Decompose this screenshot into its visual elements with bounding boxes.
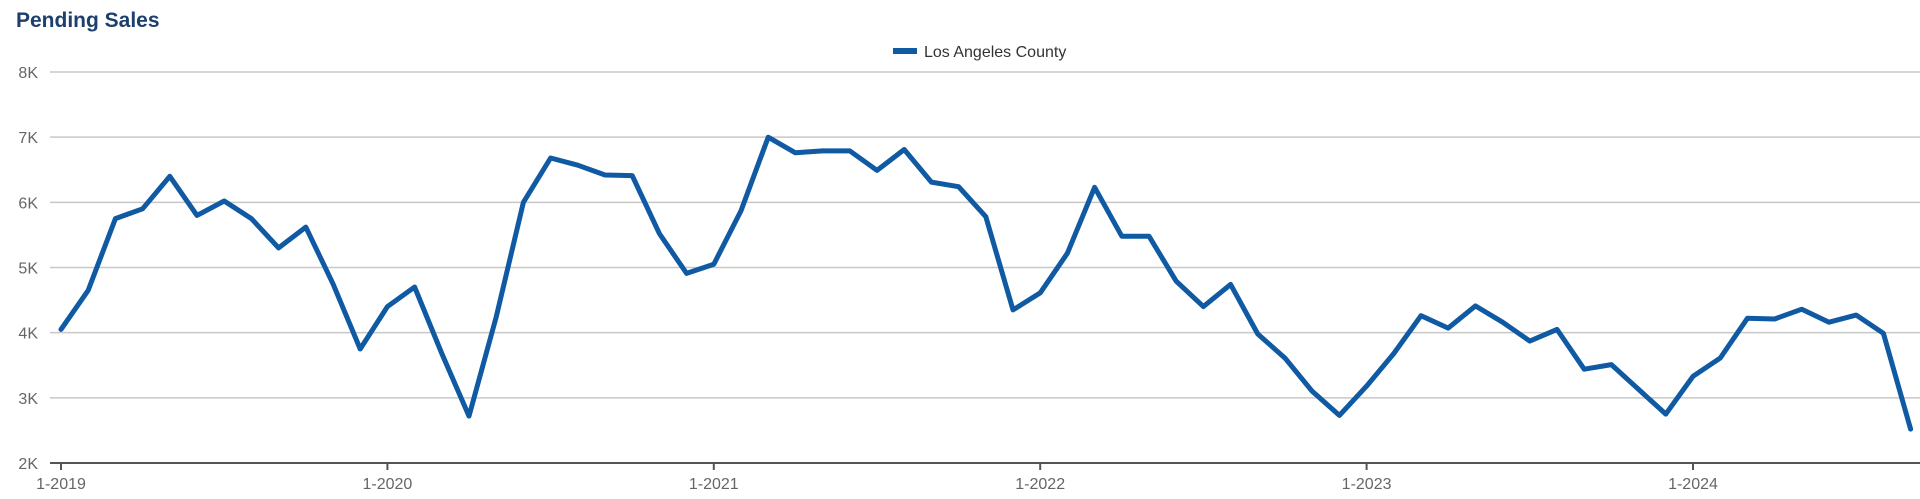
x-axis: 1-2019 1-2020 1-2021 1-2022 1-2023 1-2024 <box>36 462 1920 493</box>
x-tick-label: 1-2019 <box>36 476 86 493</box>
y-tick-label: 3K <box>18 391 38 408</box>
x-tick-label: 1-2021 <box>689 476 739 493</box>
legend-swatch <box>893 48 917 54</box>
y-axis-tick-labels: 2K 3K 4K 5K 6K 7K 8K <box>18 65 38 473</box>
y-tick-label: 6K <box>18 195 38 212</box>
y-tick-label: 4K <box>18 326 38 343</box>
y-tick-label: 7K <box>18 130 38 147</box>
legend-label: Los Angeles County <box>924 44 1066 61</box>
x-tick-label: 1-2020 <box>362 476 412 493</box>
y-tick-label: 5K <box>18 261 38 278</box>
series-line <box>58 134 1914 432</box>
x-tick-label: 1-2024 <box>1668 476 1718 493</box>
legend: Los Angeles County <box>893 44 1066 61</box>
x-tick-label: 1-2023 <box>1342 476 1392 493</box>
y-tick-label: 2K <box>18 456 38 473</box>
gridlines <box>50 71 1920 399</box>
chart-title: Pending Sales <box>16 9 160 32</box>
x-tick-label: 1-2022 <box>1015 476 1065 493</box>
y-tick-label: 8K <box>18 65 38 82</box>
series-lines <box>58 134 1914 432</box>
